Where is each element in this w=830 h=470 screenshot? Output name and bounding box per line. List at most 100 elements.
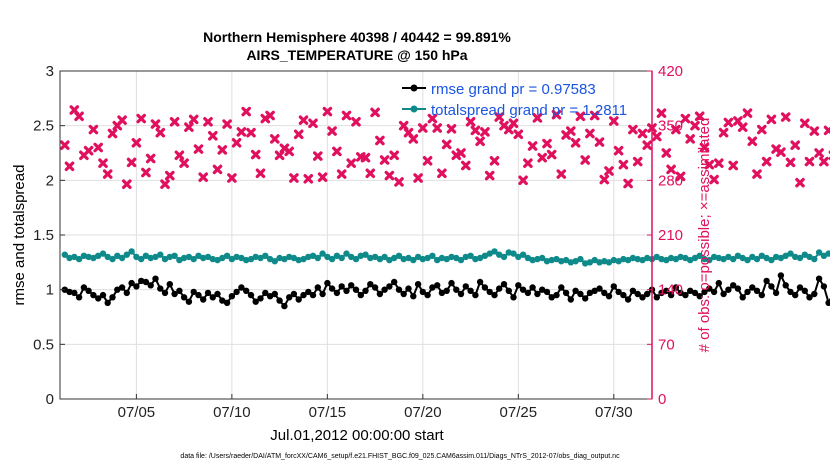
data-point [720,255,727,263]
data-point [758,291,765,299]
data-point [763,254,770,262]
data-point [472,291,479,299]
data-point [133,253,140,261]
data-point [553,291,560,299]
data-point [811,255,818,263]
y-tick-label: 0.5 [33,336,54,353]
data-point [500,281,508,288]
data-point [80,284,88,291]
y2-tick-label: 280 [658,172,683,189]
obs-marker [475,136,485,147]
data-point [214,290,221,298]
legend-marker-totalspread [410,105,418,113]
data-point [787,250,794,257]
data-point [481,284,489,291]
data-point [400,290,407,298]
data-point [572,258,579,265]
data-point [128,248,135,255]
data-point [133,283,140,290]
data-point [190,288,197,296]
data-point [391,278,398,286]
data-point [114,252,121,259]
data-point [486,250,493,257]
y2-tick-label: 140 [658,282,683,299]
obs-marker [570,138,581,148]
data-point [768,283,775,290]
obs-marker [594,137,605,147]
data-point [629,287,637,294]
obs-marker [613,145,624,156]
obs-marker [398,120,409,131]
data-point [343,250,350,257]
data-point [605,293,613,300]
obs-marker [480,127,490,137]
data-point [295,256,302,264]
obs-marker [542,138,552,149]
data-point [696,293,703,300]
data-point [730,255,737,263]
data-point [171,290,178,298]
obs-marker [441,139,452,150]
data-point [95,252,102,259]
obs-marker [83,145,94,156]
obs-marker [365,168,376,179]
obs-marker [208,131,218,141]
obs-marker [136,113,146,124]
data-point [419,288,426,296]
obs-marker [107,128,118,139]
obs-marker [551,109,562,120]
data-point [448,279,455,287]
data-point [152,275,159,282]
obs-marker [456,148,466,158]
data-point [567,259,574,266]
data-point [247,291,255,299]
obs-marker [422,156,433,166]
x-tick-label: 07/20 [404,404,442,421]
data-point [305,288,312,296]
data-point [577,255,584,263]
x-tick-label: 07/10 [213,404,251,421]
data-point [820,283,828,290]
data-point [715,279,722,287]
data-point [195,291,202,299]
data-point [85,287,92,294]
data-point [792,253,799,261]
obs-marker [666,164,676,175]
data-point [815,249,823,256]
data-point [176,287,183,294]
obs-marker [800,118,810,129]
data-point [333,289,341,297]
obs-marker [322,106,333,117]
data-point [558,258,565,265]
obs-marker [231,138,242,148]
obs-marker [413,173,423,183]
data-point [515,282,522,289]
data-point [367,281,374,288]
data-point [281,255,288,263]
obs-marker [384,170,395,181]
obs-marker [461,160,471,171]
obs-marker [527,141,538,151]
obs-marker [93,142,103,153]
data-point [328,285,336,292]
data-point [534,255,541,263]
data-point [271,258,278,265]
data-point [357,291,364,299]
obs-marker [704,159,715,170]
data-point [739,294,746,301]
data-point [200,254,207,262]
data-point [500,253,508,261]
data-point [395,252,403,259]
data-point [772,253,780,261]
series-layer [60,105,830,310]
data-point [825,250,830,257]
data-point [782,252,789,259]
obs-marker [274,150,285,161]
data-point [319,250,326,257]
data-point [582,295,589,302]
obs-marker [375,135,385,146]
y-tick-label: 1 [46,282,54,299]
data-point [424,254,431,262]
obs-marker [470,125,481,136]
data-point [429,284,436,291]
